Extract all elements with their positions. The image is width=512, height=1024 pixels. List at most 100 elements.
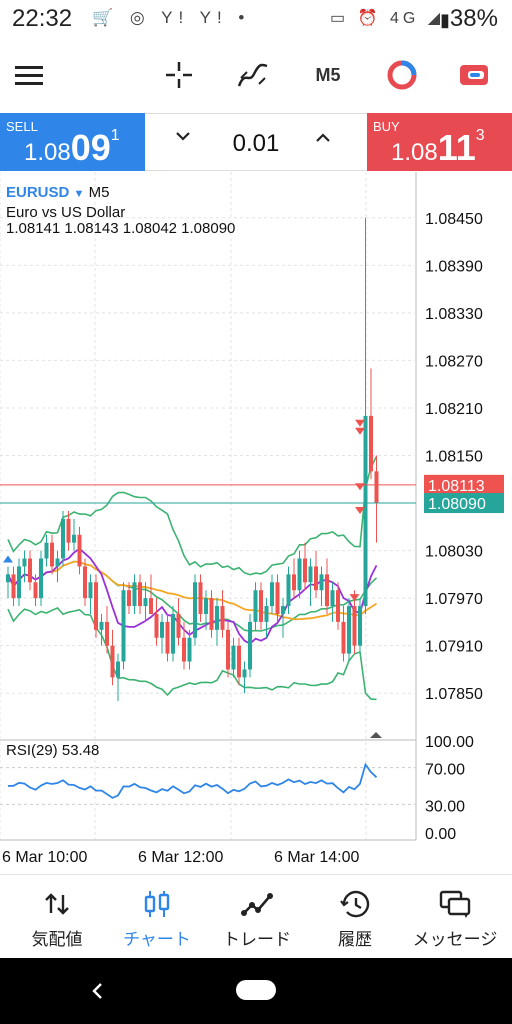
candle-body <box>177 614 181 638</box>
candlesticks <box>6 218 379 701</box>
candle-body <box>122 590 126 661</box>
candle-body <box>188 638 192 662</box>
candle-body <box>166 622 170 654</box>
candle-body <box>193 582 197 637</box>
price-tick-label: 1.08330 <box>425 306 483 323</box>
indicators-button[interactable] <box>236 58 270 92</box>
buy-price-fraction: 3 <box>476 127 485 144</box>
candle-body <box>23 559 27 567</box>
price-tick-label: 1.08030 <box>425 544 483 561</box>
sell-button[interactable]: SELL 1.08091 <box>0 113 145 171</box>
home-button[interactable] <box>236 980 276 1000</box>
nav-history-label: 履歴 <box>304 925 406 950</box>
candle-body <box>303 559 307 583</box>
new-order-button[interactable] <box>456 58 492 92</box>
rsi-tick-label: 0.00 <box>425 826 456 843</box>
candle-body <box>210 598 214 630</box>
candle-body <box>221 606 225 630</box>
candle-body <box>342 622 346 654</box>
candle-body <box>369 416 373 471</box>
candle-body <box>144 598 148 606</box>
crosshair-button[interactable] <box>162 58 196 92</box>
candle-body <box>353 606 357 646</box>
candle-body <box>358 606 362 646</box>
candle-body <box>94 582 98 630</box>
price-chart[interactable]: 1.08113 1.08090 1.08450 1.08390 1.08330 1.08… <box>0 172 512 872</box>
candle-body <box>61 519 65 559</box>
candle-body <box>116 662 120 678</box>
objects-button[interactable] <box>384 58 420 92</box>
candle-body <box>72 535 76 543</box>
candle-body <box>336 590 340 622</box>
rsi-tick-label: 30.00 <box>425 798 465 815</box>
price-tick-label: 1.08150 <box>425 449 483 466</box>
menu-button[interactable] <box>12 58 46 92</box>
nav-history[interactable]: 履歴 <box>304 875 406 959</box>
candle-body <box>155 614 159 638</box>
candle-body <box>105 622 109 646</box>
messages-icon <box>404 889 506 919</box>
candle-body <box>287 574 291 606</box>
candle-body <box>325 574 329 606</box>
candle-body <box>375 471 379 503</box>
volume-selector: 0.01 <box>145 113 367 171</box>
candle-body <box>248 622 252 670</box>
candle-body <box>204 598 208 614</box>
candle-body <box>171 614 175 654</box>
nav-chart[interactable]: チャート <box>106 875 208 959</box>
quotes-icon <box>6 889 108 919</box>
network-label: 4G <box>390 10 419 27</box>
sell-price: 1.08091 <box>24 127 120 169</box>
bottom-navigation: 気配値 チャート トレード 履歴 メッセージ <box>0 874 512 959</box>
candle-body <box>50 543 54 567</box>
nav-messages-label: メッセージ <box>404 925 506 950</box>
increase-volume-button[interactable] <box>315 130 331 149</box>
notification-icons: 🛒 ◎ Y! Y! • <box>92 8 250 28</box>
candle-body <box>160 622 164 638</box>
indicator-icon <box>237 60 269 90</box>
candle-body <box>89 582 93 598</box>
back-button[interactable] <box>90 982 104 1000</box>
volume-value[interactable]: 0.01 <box>145 130 367 158</box>
candle-body <box>254 590 258 622</box>
candle-body <box>149 598 153 614</box>
status-bar: 22:32 🛒 ◎ Y! Y! • ▭ ⏰ 4G ◢ ▮38% <box>0 0 512 38</box>
candle-body <box>347 606 351 654</box>
chevron-up-icon <box>315 130 331 144</box>
sell-price-pips: 09 <box>71 127 111 168</box>
symbol-header[interactable]: EURUSD ▼ M5 <box>6 184 109 201</box>
ohlc-values: 1.08141 1.08143 1.08042 1.08090 <box>6 220 235 237</box>
chart-timeframe: M5 <box>89 184 110 201</box>
rsi-tick-label: 70.00 <box>425 762 465 779</box>
buy-marker <box>3 556 13 563</box>
buy-price-prefix: 1.08 <box>391 139 438 166</box>
candle-body <box>243 669 247 677</box>
candle-body <box>182 638 186 662</box>
candle-body <box>78 535 82 567</box>
nav-trade[interactable]: トレード <box>206 875 308 959</box>
time-tick-label: 6 Mar 10:00 <box>2 849 87 866</box>
nav-trade-label: トレード <box>206 925 308 950</box>
bollinger-lower <box>8 608 377 699</box>
candle-body <box>39 559 43 599</box>
buy-button[interactable]: BUY 1.08113 <box>367 113 512 171</box>
trade-icon <box>206 889 308 919</box>
candle-body <box>276 582 280 614</box>
nav-messages[interactable]: メッセージ <box>404 875 506 959</box>
candle-body <box>12 574 16 598</box>
time-axis: 6 Mar 10:00 6 Mar 12:00 6 Mar 14:00 <box>2 849 359 866</box>
system-icons: ▭ ⏰ 4G ◢ <box>330 8 444 28</box>
candle-body <box>67 519 71 543</box>
ask-price-tag-label: 1.08113 <box>428 478 485 495</box>
buy-price: 1.08113 <box>391 127 485 169</box>
price-tick-label: 1.07850 <box>425 686 483 703</box>
price-tick-label: 1.08210 <box>425 401 483 418</box>
candle-body <box>45 543 49 559</box>
timeframe-button[interactable]: M5 <box>308 58 348 92</box>
candle-body <box>237 646 241 678</box>
sell-price-fraction: 1 <box>111 127 120 144</box>
price-tick-label: 1.08450 <box>425 211 483 228</box>
nav-quotes[interactable]: 気配値 <box>6 875 108 959</box>
time-tick-label: 6 Mar 14:00 <box>274 849 359 866</box>
